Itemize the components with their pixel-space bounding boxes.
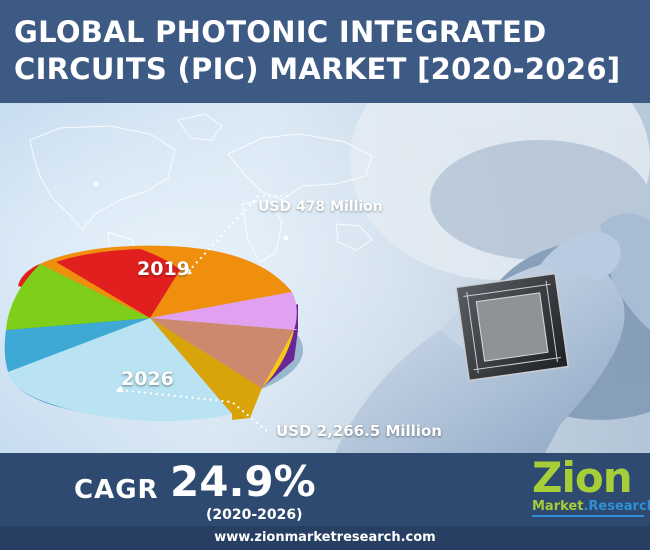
market-value-2026-label: USD 2,266.5 Million — [276, 422, 442, 440]
logo-wordmark: Zion — [532, 453, 633, 502]
year-2019-label: 2019 — [137, 258, 190, 280]
zion-logo: Zion Market.Research — [526, 453, 650, 517]
microchip-icon — [455, 272, 570, 382]
website-link[interactable]: www.zionmarketresearch.com — [214, 530, 436, 545]
page-title: GLOBAL PHOTONIC INTEGRATED CIRCUITS (PIC… — [14, 15, 621, 86]
footer-bar — [0, 526, 650, 550]
hero-scene — [0, 103, 650, 453]
cagr-label: CAGR — [74, 475, 159, 505]
hero-illustration — [0, 103, 650, 453]
logo-subtitle: Market.Research — [532, 499, 650, 514]
logo-subtitle-part2: .Research — [583, 499, 650, 514]
cagr-period: (2020-2026) — [206, 507, 303, 523]
pie-chart-icon — [4, 245, 303, 422]
world-map-icon — [29, 113, 373, 285]
header-banner: GLOBAL PHOTONIC INTEGRATED CIRCUITS (PIC… — [0, 0, 650, 103]
market-value-2019-label: USD 478 Million — [258, 199, 383, 215]
year-2026-label: 2026 — [121, 368, 174, 390]
cagr-value: 24.9% — [170, 457, 316, 506]
logo-underline — [532, 515, 644, 517]
callout-lines — [116, 195, 290, 433]
logo-subtitle-part1: Market — [532, 499, 584, 514]
